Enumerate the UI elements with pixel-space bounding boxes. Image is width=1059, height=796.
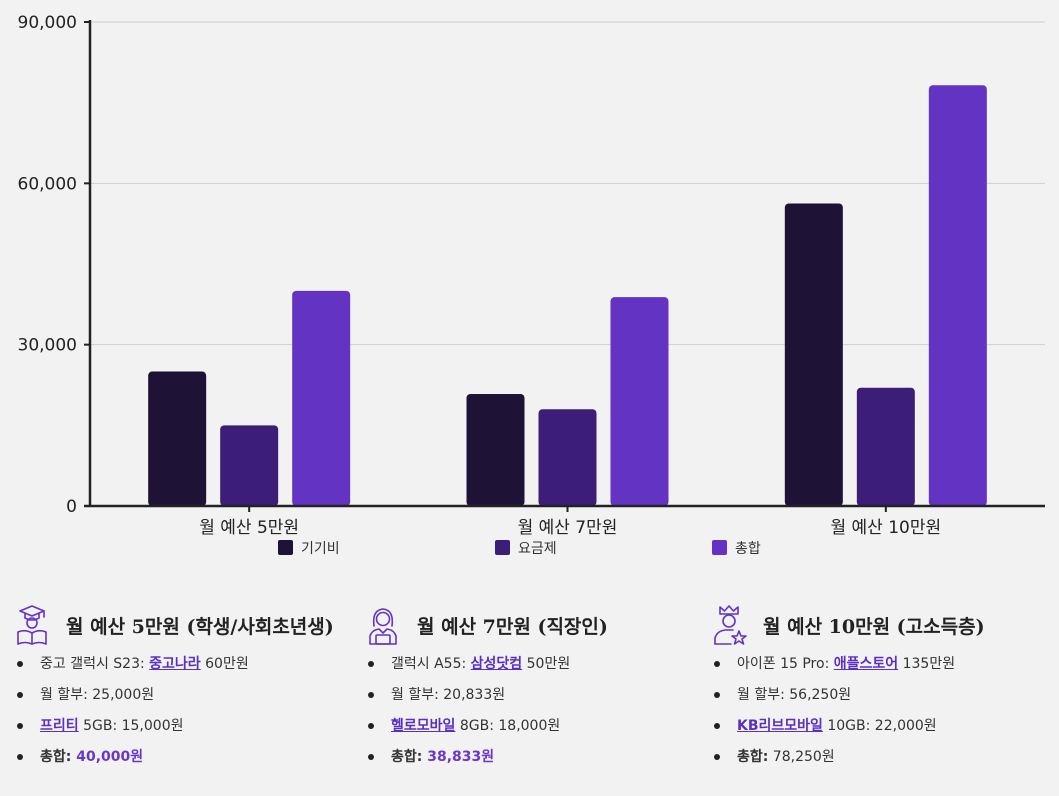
list-item: 중고 갤럭시 S23: 중고나라 60만원 bbox=[14, 650, 249, 681]
crowned-person-star-icon bbox=[711, 602, 747, 648]
bar bbox=[292, 290, 351, 506]
list-item: KB리브모바일 10GB: 22,000원 bbox=[711, 712, 955, 743]
y-tick-label: 0 bbox=[66, 497, 77, 517]
bar bbox=[784, 203, 843, 506]
list-item: 헬로모바일 8GB: 18,000원 bbox=[365, 712, 570, 743]
legend-swatch bbox=[495, 540, 510, 555]
bar bbox=[466, 393, 525, 506]
card-title: 월 예산 7만원 (직장인) bbox=[417, 615, 608, 638]
card-title: 월 예산 5만원 (학생/사회초년생) bbox=[66, 615, 334, 638]
list-item: 월 할부: 25,000원 bbox=[14, 681, 249, 712]
y-tick-label: 60,000 bbox=[18, 174, 77, 194]
bar bbox=[148, 371, 207, 506]
y-tick-label: 90,000 bbox=[18, 13, 77, 33]
bar bbox=[928, 85, 987, 506]
x-tick-label: 월 예산 7만원 bbox=[518, 518, 618, 538]
carrier-link[interactable]: KB리브모바일 bbox=[737, 718, 823, 734]
carrier-link[interactable]: 프리티 bbox=[40, 718, 79, 734]
x-tick-label: 월 예산 10만원 bbox=[831, 518, 942, 538]
carrier-link[interactable]: 헬로모바일 bbox=[391, 718, 456, 734]
list-item: 월 할부: 20,833원 bbox=[365, 681, 570, 712]
bar bbox=[856, 387, 915, 506]
list-item: 갤럭시 A55: 삼성닷컴 50만원 bbox=[365, 650, 570, 681]
list-item: 월 할부: 56,250원 bbox=[711, 681, 955, 712]
legend-swatch bbox=[278, 540, 293, 555]
bar bbox=[220, 425, 279, 506]
budget-card-100k: 월 예산 10만원 (고소득층) 아이폰 15 Pro: 애플스토어 135만원… bbox=[711, 600, 985, 765]
budget-card-50k: 월 예산 5만원 (학생/사회초년생) 중고 갤럭시 S23: 중고나라 60만… bbox=[14, 600, 334, 765]
office-worker-icon bbox=[365, 602, 401, 648]
list-item: 아이폰 15 Pro: 애플스토어 135만원 bbox=[711, 650, 955, 681]
budget-cards: 월 예산 5만원 (학생/사회초년생) 중고 갤럭시 S23: 중고나라 60만… bbox=[0, 600, 1059, 796]
student-reading-icon bbox=[14, 602, 50, 648]
legend-label: 총합 bbox=[735, 541, 761, 557]
bar bbox=[610, 297, 669, 506]
budget-card-70k: 월 예산 7만원 (직장인) 갤럭시 A55: 삼성닷컴 50만원 월 할부: … bbox=[365, 600, 608, 765]
seller-link[interactable]: 삼성닷컴 bbox=[470, 656, 523, 672]
seller-link[interactable]: 중고나라 bbox=[149, 656, 201, 672]
list-item: 프리티 5GB: 15,000원 bbox=[14, 712, 249, 743]
legend-label: 요금제 bbox=[518, 541, 557, 557]
seller-link[interactable]: 애플스토어 bbox=[833, 656, 899, 672]
y-tick-label: 30,000 bbox=[18, 336, 77, 356]
list-item: 총합: 38,833원 bbox=[365, 743, 570, 774]
legend-label: 기기비 bbox=[301, 541, 340, 557]
list-item: 총합: 78,250원 bbox=[711, 743, 955, 774]
legend-swatch bbox=[712, 540, 727, 555]
bar bbox=[538, 409, 597, 506]
card-title: 월 예산 10만원 (고소득층) bbox=[763, 615, 985, 638]
list-item: 총합: 40,000원 bbox=[14, 743, 249, 774]
x-tick-label: 월 예산 5만원 bbox=[199, 518, 299, 538]
budget-bar-chart: 90,000 60,000 30,000 0 월 예산 5만원 월 예산 7만원 월 예산 … bbox=[18, 13, 1045, 557]
